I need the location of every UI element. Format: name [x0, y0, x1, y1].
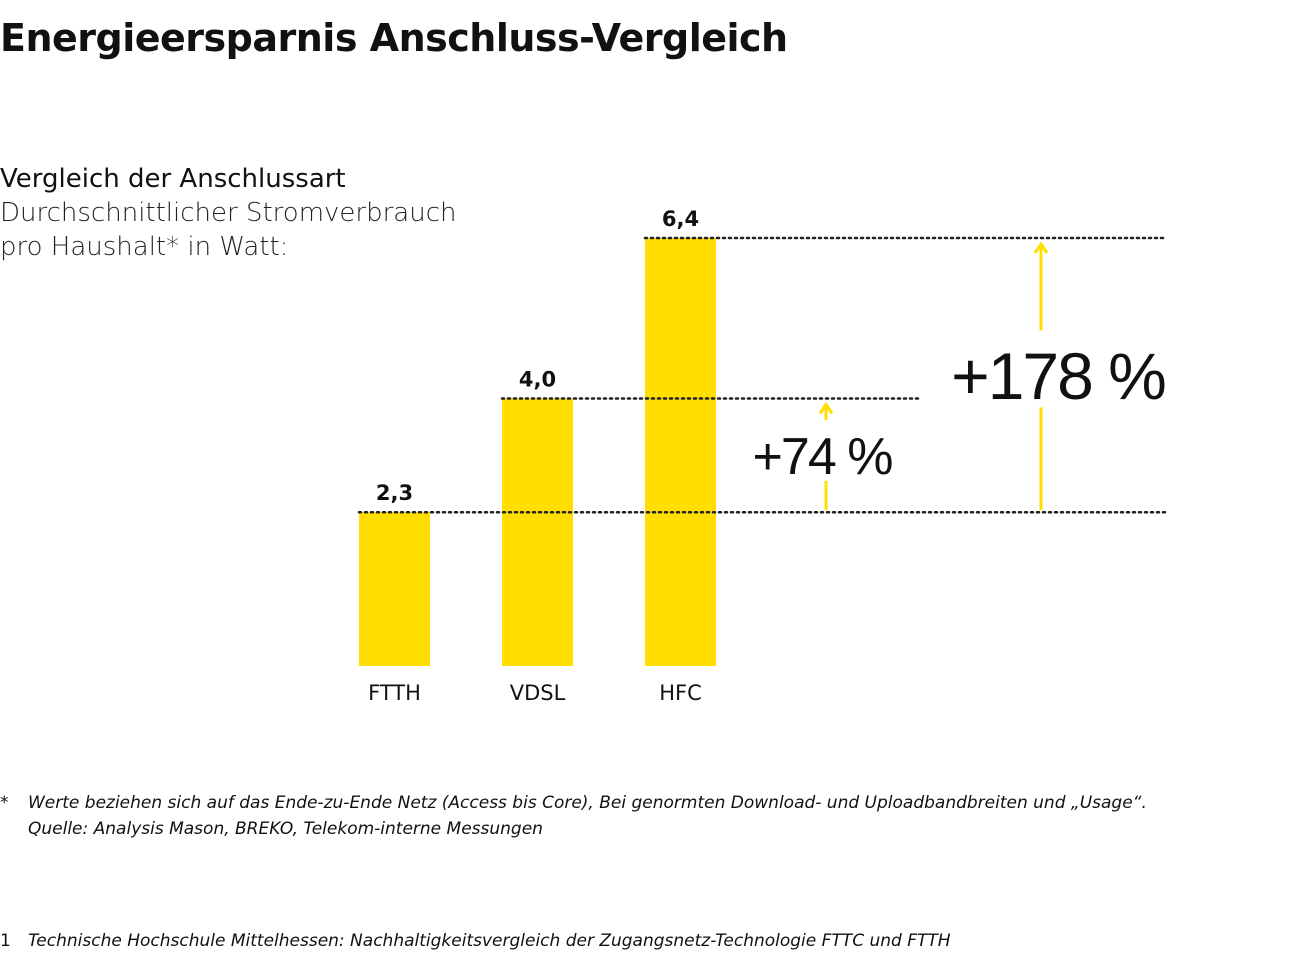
category-label-ftth: FTTH [368, 681, 421, 705]
annotation-1-label: +74 % [753, 428, 893, 486]
subtitle-line-2: Durchschnittlicher Stromverbrauch [0, 198, 457, 228]
bar-chart: 2,3 FTTH 4,0 VDSL 6,4 HFC +74 % +178 % [357, 207, 1167, 705]
chart-subtitle: Vergleich der Anschlussart Durchschnittl… [0, 162, 456, 264]
annotation-1-arrow-head [818, 401, 834, 415]
subtitle-line-3: pro Haushalt* in Watt: [0, 232, 289, 262]
bars-group: 2,3 FTTH 4,0 VDSL 6,4 HFC [359, 207, 716, 705]
value-label-ftth: 2,3 [376, 481, 413, 505]
footnote-reference: 1 Technische Hochschule Mittelhessen: Nac… [0, 928, 951, 954]
footnote-star-line-1: Werte beziehen sich auf das Ende-zu-Ende… [28, 793, 1147, 813]
subtitle-line-1: Vergleich der Anschlussart [0, 164, 346, 194]
footnote-one-text: Technische Hochschule Mittelhessen: Nach… [28, 931, 951, 951]
annotation-2-label: +178 % [951, 339, 1165, 413]
footnote-source: * Werte beziehen sich auf das Ende-zu-End… [0, 790, 1147, 842]
footnote-star-mark: * [0, 793, 9, 813]
bar-ftth [359, 512, 430, 666]
category-label-vdsl: VDSL [510, 681, 566, 705]
annotation-2-arrow-head [1033, 241, 1049, 254]
value-label-vdsl: 4,0 [519, 368, 556, 392]
annotations-group: +74 % +178 % [753, 241, 1167, 511]
page-title: Energieersparnis Anschluss-Vergleich [0, 16, 788, 60]
footnote-one-mark: 1 [0, 931, 11, 951]
value-label-hfc: 6,4 [662, 207, 699, 231]
footnote-star-line-2: Quelle: Analysis Mason, BREKO, Telekom-i… [28, 819, 543, 839]
bar-vdsl [502, 398, 573, 666]
bar-hfc [645, 238, 716, 666]
reference-lines-group [357, 236, 1167, 514]
category-label-hfc: HFC [659, 681, 702, 705]
